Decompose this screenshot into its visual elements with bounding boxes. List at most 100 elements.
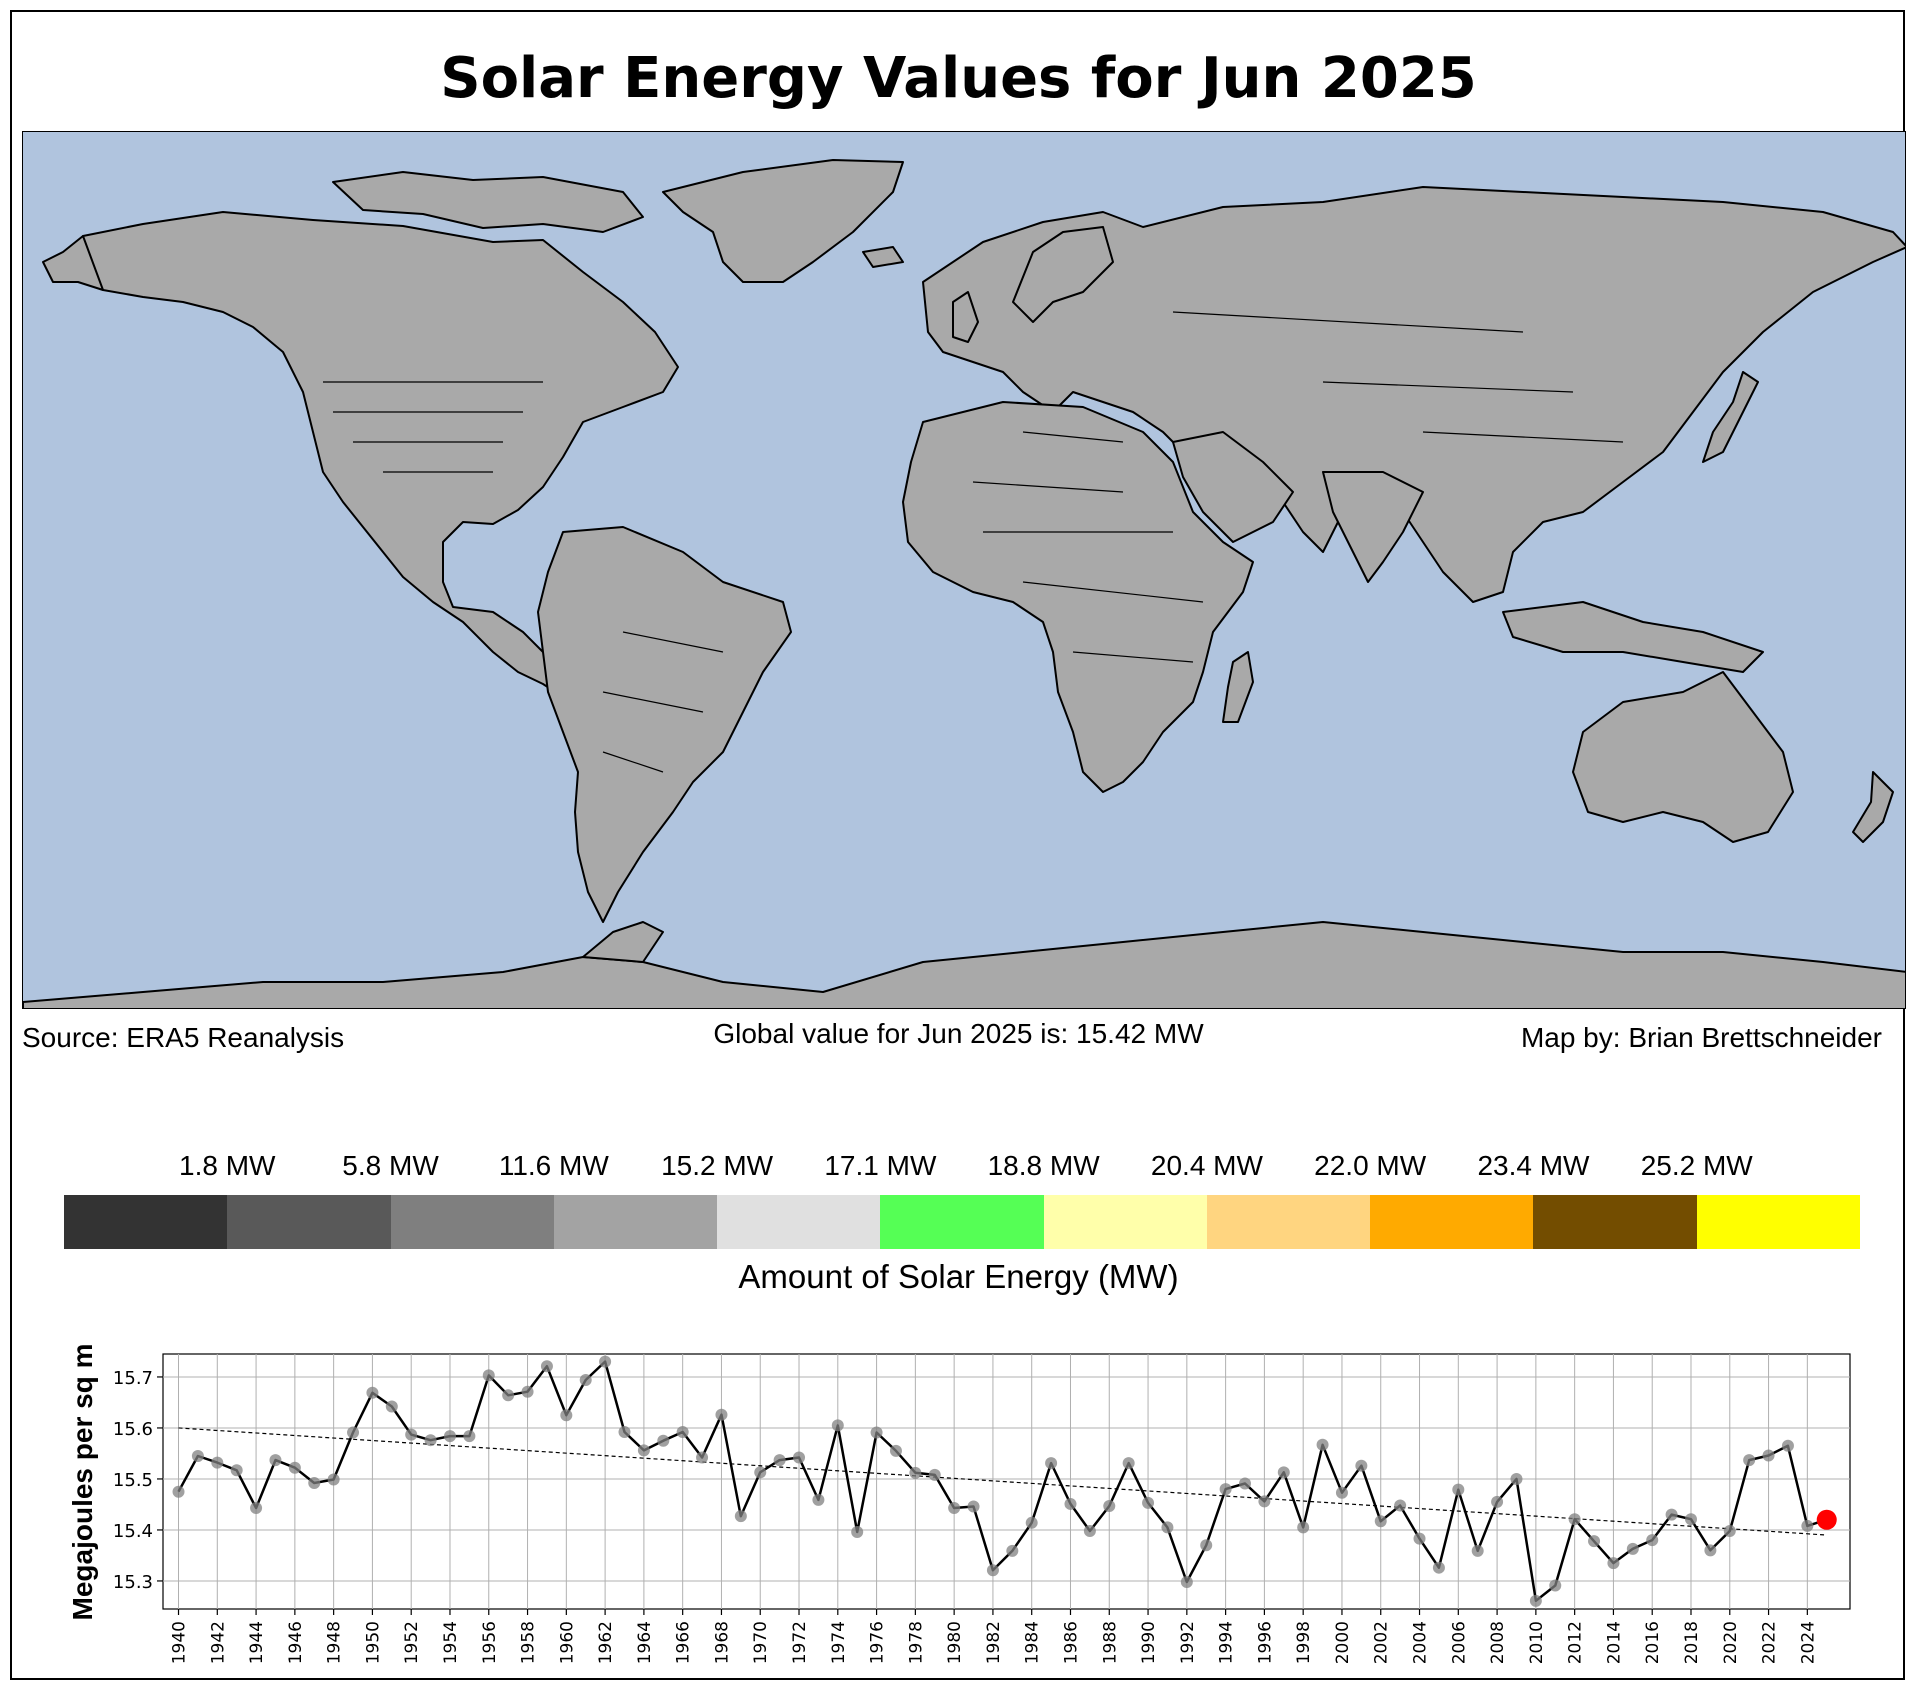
data-point	[1549, 1579, 1562, 1592]
data-point	[1801, 1519, 1814, 1532]
x-tick-label: 1960	[557, 1621, 577, 1664]
colorbar-swatch	[880, 1195, 1045, 1249]
data-point	[308, 1477, 321, 1490]
x-axis-ticks: 1940 1942 1944 1946 1948 1950 1952 1954 1956 1958…	[170, 1609, 1818, 1664]
x-tick-label: 1954	[441, 1621, 461, 1664]
data-point	[986, 1564, 999, 1577]
data-point	[230, 1464, 243, 1477]
x-tick-label: 1940	[170, 1621, 190, 1664]
x-tick-label: 1980	[945, 1621, 965, 1664]
arabian-peninsula	[1172, 431, 1294, 543]
x-tick-label: 1956	[480, 1621, 500, 1664]
data-point	[1122, 1457, 1135, 1470]
x-tick-label: 2010	[1527, 1621, 1547, 1664]
data-point	[1646, 1534, 1659, 1547]
madagascar-landmass	[1222, 651, 1254, 723]
x-tick-label: 2004	[1411, 1621, 1431, 1664]
data-point	[1491, 1495, 1504, 1508]
x-tick-label: 1974	[829, 1621, 849, 1664]
data-point	[676, 1426, 689, 1439]
iceland-landmass	[862, 246, 904, 268]
x-tick-label: 2012	[1566, 1621, 1586, 1664]
data-point	[1316, 1438, 1329, 1451]
colorbar-label: 11.6 MW	[498, 1150, 609, 1181]
data-point	[211, 1456, 224, 1469]
south-america-landmass	[537, 526, 792, 923]
data-point	[1335, 1486, 1348, 1499]
colorbar-swatch	[553, 1195, 718, 1249]
data-point	[657, 1434, 670, 1447]
data-point	[773, 1454, 786, 1467]
data-point	[1374, 1515, 1387, 1528]
chart-title: Solar Energy Values for Jun 2025	[440, 46, 1477, 111]
colorbar-label: 15.2 MW	[661, 1150, 774, 1181]
data-point	[482, 1369, 495, 1382]
data-point	[909, 1466, 922, 1479]
data-point	[1142, 1496, 1155, 1509]
data-point	[715, 1408, 728, 1421]
y-axis-ticks: 15.3 15.4 15.5 15.6 15.7	[113, 1368, 163, 1593]
colorbar-swatch	[717, 1195, 881, 1249]
japan-landmass	[1702, 371, 1759, 463]
data-point	[579, 1374, 592, 1387]
colorbar-label: 22.0 MW	[1314, 1150, 1427, 1181]
x-tick-label: 2000	[1333, 1621, 1353, 1664]
data-point	[793, 1451, 806, 1464]
x-tick-label: 2006	[1449, 1621, 1469, 1664]
x-tick-label: 1996	[1255, 1621, 1275, 1664]
x-tick-label: 1990	[1139, 1621, 1159, 1664]
data-point	[1568, 1513, 1581, 1526]
data-point	[366, 1386, 379, 1399]
data-point	[1781, 1439, 1794, 1452]
colorbar-label: 23.4 MW	[1477, 1150, 1590, 1181]
x-tick-label: 2024	[1798, 1621, 1818, 1664]
data-point	[754, 1466, 767, 1479]
y-tick-label: 15.3	[113, 1572, 153, 1593]
data-point	[1510, 1472, 1523, 1485]
canadian-arctic-islands	[332, 171, 644, 233]
x-tick-label: 2022	[1760, 1621, 1780, 1664]
data-point	[191, 1450, 204, 1462]
australia-landmass	[1572, 671, 1794, 843]
data-point	[812, 1493, 825, 1506]
data-point	[967, 1500, 980, 1513]
x-tick-label: 2014	[1604, 1621, 1624, 1664]
alaska-landmass	[42, 235, 104, 291]
data-point	[269, 1454, 282, 1467]
trend-line-segment	[178, 1427, 1827, 1536]
x-tick-label: 1972	[790, 1621, 810, 1664]
antarctic-peninsula	[582, 921, 664, 963]
data-point	[618, 1426, 631, 1439]
data-point	[928, 1468, 941, 1481]
x-tick-label: 1998	[1294, 1621, 1314, 1664]
x-tick-label: 1988	[1100, 1621, 1120, 1664]
africa-landmass	[902, 401, 1254, 793]
y-tick-label: 15.7	[113, 1368, 153, 1389]
data-point	[1180, 1575, 1193, 1588]
data-point	[1103, 1499, 1116, 1512]
x-tick-label: 1976	[868, 1621, 888, 1664]
data-point	[1413, 1532, 1426, 1545]
india-landmass	[1322, 471, 1424, 583]
x-tick-label: 2020	[1721, 1621, 1741, 1664]
data-point	[696, 1451, 709, 1464]
new-zealand-landmass	[1852, 771, 1894, 843]
data-point	[948, 1502, 961, 1515]
x-tick-label: 1948	[325, 1621, 345, 1664]
x-tick-label: 1994	[1217, 1621, 1237, 1664]
data-point	[288, 1461, 301, 1474]
world-map-svg	[23, 159, 1905, 1008]
data-point	[851, 1525, 864, 1538]
data-point	[1665, 1508, 1678, 1521]
x-tick-label: 1986	[1061, 1621, 1081, 1664]
data-point	[1025, 1516, 1038, 1529]
data-point	[502, 1389, 515, 1402]
source-caption: Source: ERA5 Reanalysis	[22, 1022, 345, 1053]
x-tick-label: 1968	[712, 1621, 732, 1664]
antarctica-landmass	[23, 921, 1905, 1008]
data-point	[1161, 1521, 1174, 1534]
x-tick-label: 1942	[208, 1621, 228, 1664]
y-axis-label: Megajoules per sq m	[67, 1344, 98, 1621]
colorbar-swatch	[1043, 1195, 1208, 1249]
